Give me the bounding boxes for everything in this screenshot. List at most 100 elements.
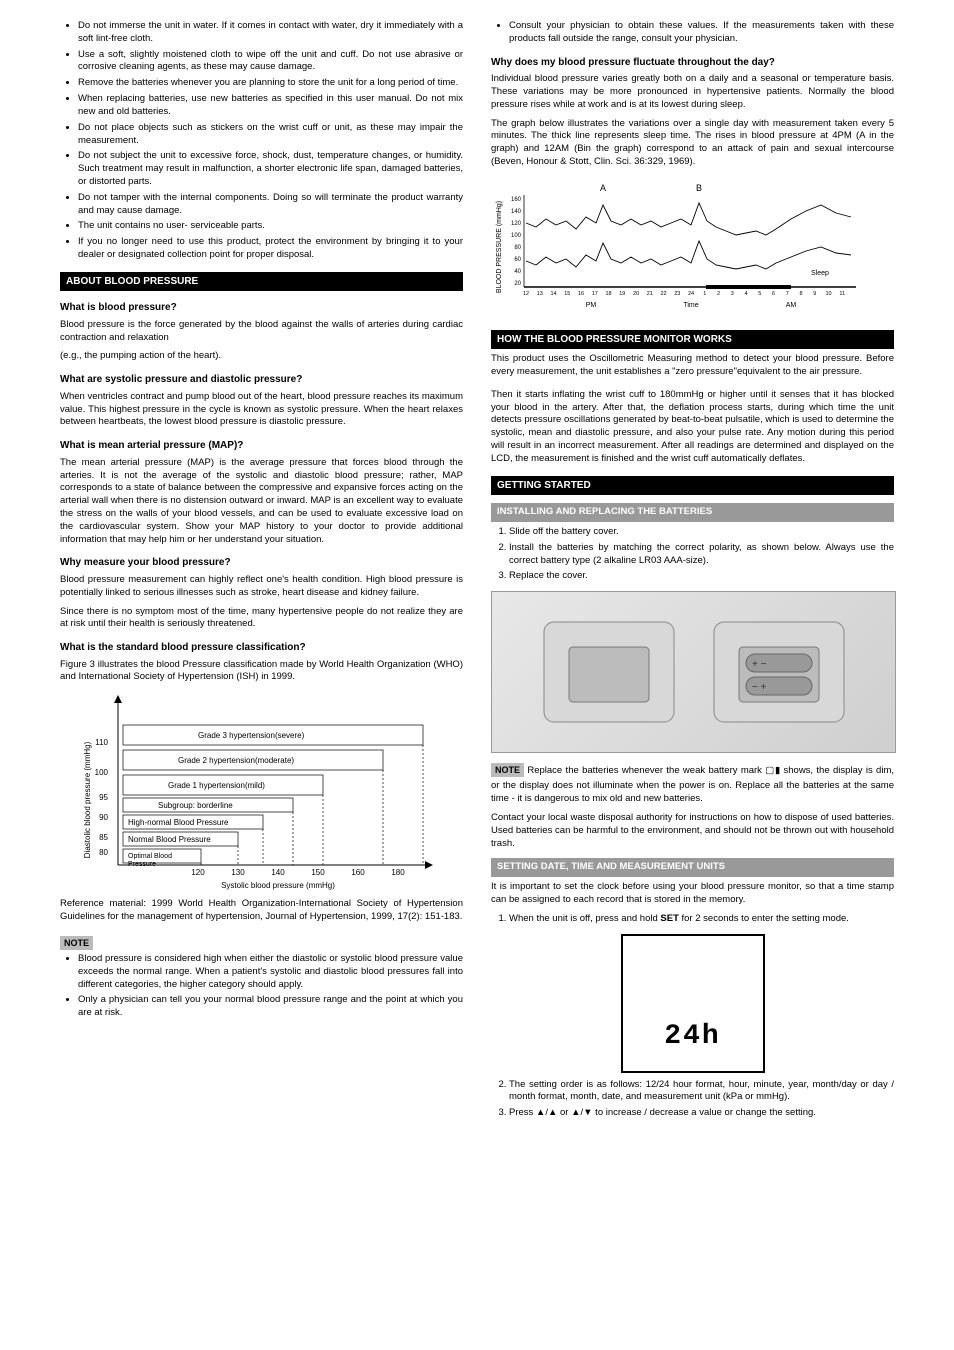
list-item: When replacing batteries, use new batter… (78, 93, 463, 119)
list-item: Press ▲/▲ or ▲/▼ to increase / decrease … (509, 1107, 894, 1120)
section-header-about-bp: ABOUT BLOOD PRESSURE (60, 272, 463, 292)
svg-text:1: 1 (703, 291, 706, 297)
list-item: Slide off the battery cover. (509, 526, 894, 539)
svg-text:180: 180 (391, 868, 405, 877)
svg-text:6: 6 (772, 291, 775, 297)
svg-text:4: 4 (744, 291, 747, 297)
subsection-header-batteries: INSTALLING AND REPLACING THE BATTERIES (491, 503, 894, 522)
svg-text:High-normal Blood Pressure: High-normal Blood Pressure (128, 818, 229, 827)
list-item: Do not tamper with the internal componen… (78, 192, 463, 218)
svg-text:90: 90 (99, 813, 108, 822)
lcd-display: 24h (621, 934, 765, 1073)
paragraph: This product uses the Oscillometric Meas… (491, 353, 894, 379)
svg-text:24: 24 (688, 291, 694, 297)
svg-text:5: 5 (758, 291, 761, 297)
battery-steps-list: Slide off the battery cover. Install the… (491, 526, 894, 583)
svg-text:110: 110 (95, 738, 108, 747)
note-label: NOTE (491, 763, 524, 777)
svg-text:10: 10 (825, 291, 831, 297)
svg-text:7: 7 (786, 291, 789, 297)
svg-text:100: 100 (511, 233, 522, 239)
svg-text:14: 14 (550, 291, 556, 297)
svg-text:120: 120 (191, 868, 205, 877)
svg-text:Grade 1 hypertension(mild): Grade 1 hypertension(mild) (168, 781, 265, 790)
paragraph: Figure 3 illustrates the blood Pressure … (60, 659, 463, 685)
svg-text:Normal Blood Pressure: Normal Blood Pressure (128, 835, 211, 844)
svg-text:16: 16 (578, 291, 584, 297)
bp-classification-chart: 80 85 90 95 100 110 120 130 140 150 160 (78, 690, 463, 890)
battery-install-image: + − − + (491, 591, 896, 753)
list-item: The unit contains no user- serviceable p… (78, 220, 463, 233)
svg-text:A: A (600, 183, 606, 193)
svg-text:160: 160 (511, 197, 522, 203)
paragraph: Individual blood pressure varies greatly… (491, 73, 894, 111)
set-key-label: SET (660, 913, 678, 924)
subsection-header-date-time: SETTING DATE, TIME AND MEASUREMENT UNITS (491, 858, 894, 877)
svg-text:140: 140 (511, 209, 522, 215)
right-column: Consult your physician to obtain these v… (491, 20, 894, 1128)
care-instructions-list: Do not immerse the unit in water. If it … (60, 20, 463, 262)
svg-text:Subgroup: borderline: Subgroup: borderline (158, 801, 233, 810)
svg-text:19: 19 (619, 291, 625, 297)
list-item: Only a physician can tell you your norma… (78, 994, 463, 1020)
svg-text:Grade 3 hypertension(severe): Grade 3 hypertension(severe) (198, 731, 305, 740)
list-item: Replace the cover. (509, 570, 894, 583)
svg-text:21: 21 (647, 291, 653, 297)
paragraph: Blood pressure measurement can highly re… (60, 574, 463, 600)
svg-text:BLOOD PRESSURE (mmHg): BLOOD PRESSURE (mmHg) (496, 201, 503, 293)
note-list: Blood pressure is considered high when e… (60, 953, 463, 1020)
note-label: NOTE (60, 936, 93, 950)
list-item: When the unit is off, press and hold SET… (509, 913, 894, 926)
svg-text:60: 60 (514, 257, 521, 263)
list-item: Do not subject the unit to excessive for… (78, 150, 463, 188)
section-header-how-works: HOW THE BLOOD PRESSURE MONITOR WORKS (491, 330, 894, 350)
svg-text:17: 17 (592, 291, 598, 297)
text-fragment: When the unit is off, press and hold (509, 913, 660, 924)
question-why-measure: Why measure your blood pressure? (60, 556, 463, 570)
top-bullet-list: Consult your physician to obtain these v… (491, 20, 894, 46)
svg-text:2: 2 (717, 291, 720, 297)
lcd-text: 24h (664, 1018, 720, 1056)
svg-text:130: 130 (231, 868, 245, 877)
question-sys-dia: What are systolic pressure and diastolic… (60, 373, 463, 387)
svg-text:Grade 2 hypertension(moderate): Grade 2 hypertension(moderate) (178, 756, 294, 765)
svg-text:9: 9 (813, 291, 816, 297)
svg-text:15: 15 (564, 291, 570, 297)
paragraph: Since there is no symptom most of the ti… (60, 606, 463, 632)
page: Do not immerse the unit in water. If it … (0, 0, 954, 1148)
list-item: Remove the batteries whenever you are pl… (78, 77, 463, 90)
svg-text:Systolic blood pressure (mmHg): Systolic blood pressure (mmHg) (221, 881, 335, 890)
paragraph: (e.g., the pumping action of the heart). (60, 350, 463, 363)
svg-text:160: 160 (351, 868, 365, 877)
svg-text:PM: PM (586, 302, 597, 309)
svg-text:95: 95 (99, 793, 108, 802)
svg-text:80: 80 (99, 848, 108, 857)
svg-text:100: 100 (95, 768, 109, 777)
svg-text:140: 140 (271, 868, 285, 877)
svg-text:80: 80 (514, 245, 521, 251)
svg-text:12: 12 (523, 291, 529, 297)
left-column: Do not immerse the unit in water. If it … (60, 20, 463, 1128)
svg-text:8: 8 (799, 291, 802, 297)
paragraph: When ventricles contract and pump blood … (60, 391, 463, 429)
paragraph: Contact your local waste disposal author… (491, 812, 894, 850)
bp-day-variation-chart: BLOOD PRESSURE (mmHg) 20 40 60 80 100 12… (491, 175, 894, 320)
paragraph: It is important to set the clock before … (491, 881, 894, 907)
svg-text:3: 3 (731, 291, 734, 297)
svg-text:23: 23 (674, 291, 680, 297)
list-item: Use a soft, slightly moistened cloth to … (78, 49, 463, 75)
note-paragraph: NOTE Replace the batteries whenever the … (491, 757, 894, 806)
svg-text:B: B (696, 183, 702, 193)
paragraph: Blood pressure is the force generated by… (60, 319, 463, 345)
svg-text:120: 120 (511, 221, 522, 227)
list-item: Do not place objects such as stickers on… (78, 122, 463, 148)
list-item: Install the batteries by matching the co… (509, 542, 894, 568)
list-item: If you no longer need to use this produc… (78, 236, 463, 262)
svg-text:18: 18 (605, 291, 611, 297)
question-fluctuate: Why does my blood pressure fluctuate thr… (491, 56, 894, 70)
section-header-getting-started: GETTING STARTED (491, 476, 894, 496)
list-item: Blood pressure is considered high when e… (78, 953, 463, 991)
question-classification: What is the standard blood pressure clas… (60, 641, 463, 655)
svg-text:22: 22 (660, 291, 666, 297)
svg-text:85: 85 (99, 833, 108, 842)
